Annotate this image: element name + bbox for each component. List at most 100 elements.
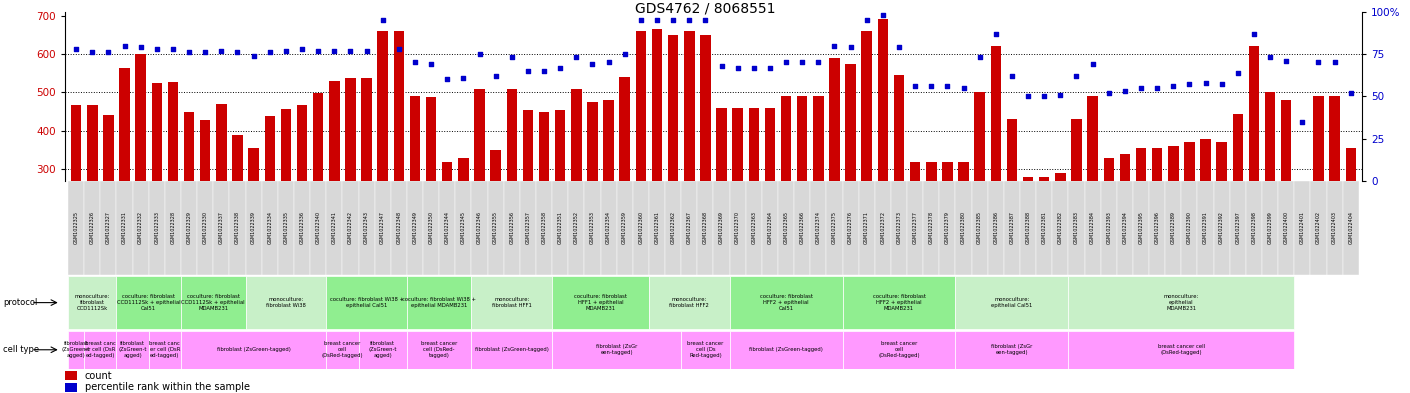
Text: GSM1022346: GSM1022346 bbox=[477, 211, 482, 244]
Point bbox=[290, 46, 313, 52]
Text: GSM1022331: GSM1022331 bbox=[123, 211, 127, 244]
Bar bbox=[1036, 181, 1052, 275]
Text: coculture: fibroblast Wi38 +
epithelial MDAMB231: coculture: fibroblast Wi38 + epithelial … bbox=[402, 297, 477, 308]
Text: GSM1022367: GSM1022367 bbox=[687, 211, 692, 244]
Bar bbox=[410, 96, 420, 285]
Bar bbox=[1069, 276, 1294, 329]
Text: GSM1022353: GSM1022353 bbox=[589, 211, 595, 244]
Text: GSM1022368: GSM1022368 bbox=[704, 211, 708, 244]
Bar bbox=[974, 92, 986, 285]
Bar bbox=[491, 150, 501, 285]
Point bbox=[145, 46, 168, 52]
Bar bbox=[811, 181, 826, 275]
Bar bbox=[117, 331, 149, 369]
Bar bbox=[474, 88, 485, 285]
Point bbox=[355, 48, 378, 54]
Bar bbox=[619, 77, 630, 285]
Bar bbox=[698, 181, 713, 275]
Bar bbox=[1167, 146, 1179, 285]
Point bbox=[1324, 59, 1347, 66]
Bar bbox=[651, 29, 663, 285]
Point bbox=[613, 51, 636, 57]
Point bbox=[420, 61, 443, 67]
Text: GSM1022342: GSM1022342 bbox=[348, 211, 352, 244]
Bar bbox=[1282, 100, 1292, 285]
Bar bbox=[1294, 181, 1310, 275]
Text: GSM1022397: GSM1022397 bbox=[1235, 211, 1241, 244]
Bar bbox=[701, 35, 711, 285]
Bar bbox=[814, 96, 823, 285]
Bar bbox=[1104, 158, 1114, 285]
Bar bbox=[488, 181, 503, 275]
Text: GSM1022360: GSM1022360 bbox=[639, 211, 643, 244]
Text: GSM1022402: GSM1022402 bbox=[1316, 211, 1321, 244]
Bar bbox=[407, 276, 471, 329]
Point bbox=[371, 17, 393, 23]
Point bbox=[1292, 118, 1314, 125]
Bar bbox=[1310, 181, 1327, 275]
Bar bbox=[874, 181, 891, 275]
Point bbox=[453, 75, 475, 81]
Bar bbox=[666, 181, 681, 275]
Bar bbox=[1019, 181, 1036, 275]
Point bbox=[307, 48, 330, 54]
Bar bbox=[1072, 119, 1081, 285]
Text: fibroblast
(ZsGreen-t
agged): fibroblast (ZsGreen-t agged) bbox=[118, 342, 147, 358]
Bar bbox=[345, 78, 355, 285]
Point bbox=[888, 44, 911, 50]
Bar bbox=[1084, 181, 1101, 275]
Point bbox=[1242, 31, 1265, 37]
Text: monoculture:
epithelial Cal51: monoculture: epithelial Cal51 bbox=[991, 297, 1032, 308]
Bar bbox=[1217, 142, 1227, 285]
Bar bbox=[603, 100, 613, 285]
Bar bbox=[343, 181, 358, 275]
Point bbox=[388, 46, 410, 52]
Bar bbox=[536, 181, 553, 275]
Bar bbox=[245, 181, 262, 275]
Bar bbox=[1214, 181, 1230, 275]
Bar bbox=[843, 331, 956, 369]
Bar bbox=[749, 108, 759, 285]
Bar bbox=[539, 112, 550, 285]
Bar bbox=[523, 110, 533, 285]
Bar bbox=[87, 105, 97, 285]
Text: GSM1022328: GSM1022328 bbox=[171, 211, 175, 244]
Point bbox=[162, 46, 185, 52]
Text: percentile rank within the sample: percentile rank within the sample bbox=[85, 382, 250, 392]
Bar bbox=[601, 181, 616, 275]
Bar bbox=[230, 181, 245, 275]
Point bbox=[130, 44, 152, 50]
Text: breast cancer
cell
(DsRed-tagged): breast cancer cell (DsRed-tagged) bbox=[878, 342, 919, 358]
Text: GSM1022351: GSM1022351 bbox=[558, 211, 563, 244]
Bar bbox=[281, 109, 290, 285]
Point bbox=[468, 51, 491, 57]
Text: GSM1022357: GSM1022357 bbox=[526, 211, 530, 244]
Bar bbox=[778, 181, 794, 275]
Bar bbox=[393, 31, 405, 285]
Text: GSM1022371: GSM1022371 bbox=[864, 211, 869, 244]
Point bbox=[1194, 80, 1217, 86]
Text: fibroblast (ZsGr
een-tagged): fibroblast (ZsGr een-tagged) bbox=[596, 344, 637, 355]
Bar bbox=[152, 83, 162, 285]
Text: GSM1022363: GSM1022363 bbox=[752, 211, 756, 244]
Bar bbox=[649, 181, 666, 275]
Bar bbox=[358, 331, 407, 369]
Text: GSM1022377: GSM1022377 bbox=[912, 211, 918, 244]
Bar bbox=[991, 46, 1001, 285]
Point bbox=[952, 84, 974, 91]
Bar bbox=[862, 31, 871, 285]
Bar bbox=[1055, 173, 1066, 285]
Text: GSM1022370: GSM1022370 bbox=[735, 211, 740, 244]
Bar bbox=[117, 181, 133, 275]
Point bbox=[661, 17, 684, 23]
Point bbox=[969, 54, 991, 61]
Bar bbox=[458, 158, 468, 285]
Bar bbox=[956, 331, 1069, 369]
Bar bbox=[684, 31, 695, 285]
Bar bbox=[1052, 181, 1069, 275]
Bar bbox=[117, 276, 180, 329]
Bar bbox=[732, 108, 743, 285]
Text: breast cancer
cell (DsRed-
tagged): breast cancer cell (DsRed- tagged) bbox=[422, 342, 457, 358]
Bar bbox=[103, 115, 114, 285]
Bar bbox=[668, 35, 678, 285]
